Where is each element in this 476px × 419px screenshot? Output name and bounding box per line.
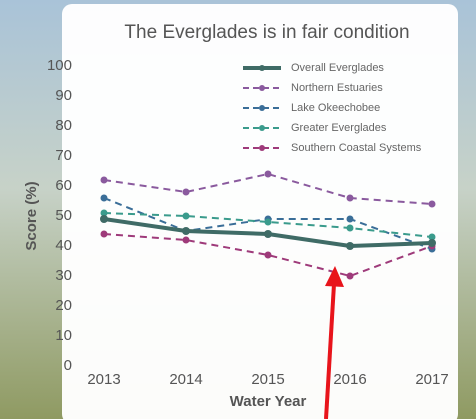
y-tick-label: 70 — [55, 147, 72, 164]
x-tick-label: 2015 — [251, 371, 284, 388]
data-point — [100, 209, 108, 217]
x-tick-label: 2017 — [415, 371, 448, 388]
legend-label: Overall Everglades — [291, 62, 384, 74]
legend-label: Greater Everglades — [291, 122, 387, 134]
series-line — [103, 172, 433, 205]
data-point — [182, 212, 190, 220]
y-tick-label: 90 — [55, 87, 72, 104]
chart-title: The Everglades is in fair condition — [124, 22, 409, 43]
data-point — [428, 200, 436, 208]
arrow-shaft — [324, 283, 336, 419]
series-line — [103, 233, 433, 278]
data-point — [100, 215, 108, 223]
annotation-arrow — [324, 266, 344, 419]
data-point — [182, 227, 190, 235]
data-point — [346, 224, 354, 232]
series-line — [103, 212, 433, 238]
legend-marker — [259, 105, 265, 111]
data-point — [428, 233, 436, 241]
y-tick-label: 80 — [55, 117, 72, 134]
data-point — [182, 236, 190, 244]
legend-label: Southern Coastal Systems — [291, 142, 422, 154]
data-point — [100, 176, 108, 184]
legend-marker — [259, 125, 265, 131]
legend-label: Lake Okeechobee — [291, 102, 380, 114]
x-tick-label: 2016 — [333, 371, 366, 388]
data-point — [100, 230, 108, 238]
y-tick-label: 30 — [55, 267, 72, 284]
data-point — [182, 188, 190, 196]
y-tick-label: 20 — [55, 297, 72, 314]
plot: 0 10 20 30 40 50 60 70 80 90 100 2013 2014 2015 2016 20… — [47, 57, 449, 388]
y-tick-label: 40 — [55, 237, 72, 254]
data-point — [346, 215, 354, 223]
y-tick-label: 60 — [55, 177, 72, 194]
y-tick-label: 10 — [55, 327, 72, 344]
legend-marker — [259, 85, 265, 91]
data-point — [428, 239, 436, 247]
y-tick-label: 50 — [55, 207, 72, 224]
arrow-head — [325, 266, 344, 287]
legend-marker — [259, 65, 265, 71]
x-tick-label: 2014 — [169, 371, 202, 388]
data-point — [346, 242, 354, 250]
legend-marker — [259, 145, 265, 151]
legend-label: Northern Estuaries — [291, 82, 383, 94]
x-tick-label: 2013 — [87, 371, 120, 388]
data-point — [264, 218, 272, 226]
y-tick-label: 0 — [64, 357, 72, 374]
data-point — [264, 251, 272, 259]
y-tick-label: 100 — [47, 57, 72, 74]
y-axis-label: Score (%) — [23, 181, 40, 250]
data-point — [264, 230, 272, 238]
panel — [62, 4, 458, 419]
data-point — [346, 194, 354, 202]
data-point — [346, 272, 354, 280]
data-point — [100, 194, 108, 202]
data-point — [264, 170, 272, 178]
x-axis-label: Water Year — [230, 393, 307, 410]
